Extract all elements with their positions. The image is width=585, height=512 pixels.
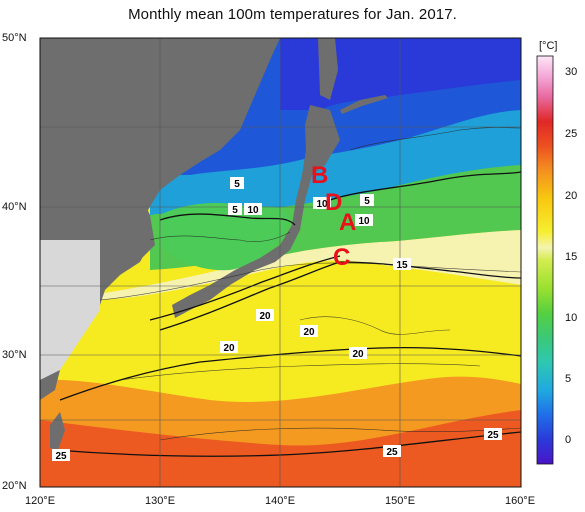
svg-text:25: 25 [487, 430, 499, 441]
lon-label-150e: 150°E [384, 495, 416, 507]
contour-label: 10 [355, 214, 373, 227]
lat-label-20n: 20°N [2, 480, 27, 492]
colorbar-tick: 10 [565, 312, 578, 324]
colorbar-tick: 25 [565, 128, 578, 140]
contour-label: 10 [313, 197, 331, 210]
svg-text:15: 15 [396, 260, 408, 271]
contour-label: 10 [244, 203, 262, 216]
plot-frame [39, 37, 522, 488]
svg-text:5: 5 [364, 196, 370, 207]
contour-label: 20 [300, 325, 318, 338]
contour-label: 5 [360, 194, 374, 207]
contour-label: 20 [349, 347, 367, 360]
marker-group: B D A C [311, 162, 356, 271]
marker-b: B [311, 162, 328, 189]
svg-text:25: 25 [386, 447, 398, 458]
lon-label-120e: 120°E [24, 495, 56, 507]
contour-label: 20 [256, 309, 274, 322]
lon-label-140e: 140°E [264, 495, 296, 507]
lon-label-130e: 130°E [144, 495, 176, 507]
contour-label: 5 [228, 203, 242, 216]
svg-text:10: 10 [247, 205, 259, 216]
svg-text:25: 25 [55, 451, 67, 462]
map-title: Monthly mean 100m temperatures for Jan. … [128, 6, 457, 23]
svg-text:20: 20 [352, 349, 364, 360]
lon-label-160e: 160°E [504, 495, 536, 507]
contour-label: 25 [52, 449, 70, 462]
lat-label-50n: 50°N [2, 32, 27, 44]
colorbar-tick: 30 [565, 66, 578, 78]
svg-text:5: 5 [232, 205, 238, 216]
colorbar [536, 55, 554, 465]
svg-text:20: 20 [223, 343, 235, 354]
marker-a: A [339, 209, 356, 236]
svg-text:20: 20 [303, 327, 315, 338]
svg-text:10: 10 [316, 199, 328, 210]
lat-label-40n: 40°N [2, 201, 27, 213]
colorbar-tick: 15 [565, 251, 578, 263]
contour-label: 25 [383, 445, 401, 458]
svg-text:10: 10 [358, 216, 370, 227]
contour-label: 15 [393, 258, 411, 271]
contour-label: 20 [220, 341, 238, 354]
contour-label: 5 [230, 177, 244, 190]
svg-text:20: 20 [259, 311, 271, 322]
lat-label-30n: 30°N [2, 349, 27, 361]
contour-label: 25 [484, 428, 502, 441]
colorbar-tick: 20 [565, 190, 578, 202]
graticule [40, 38, 521, 487]
ocean-field [40, 38, 521, 487]
contour-label-group: 5 5 10 10 5 10 15 20 20 20 20 25 25 25 [52, 177, 502, 462]
marker-d: D [325, 189, 342, 216]
marker-c: C [333, 244, 350, 271]
svg-text:5: 5 [234, 179, 240, 190]
colorbar-unit: [°C] [539, 40, 558, 52]
colorbar-tick: 5 [565, 373, 572, 385]
colorbar-tick: 0 [565, 434, 572, 446]
